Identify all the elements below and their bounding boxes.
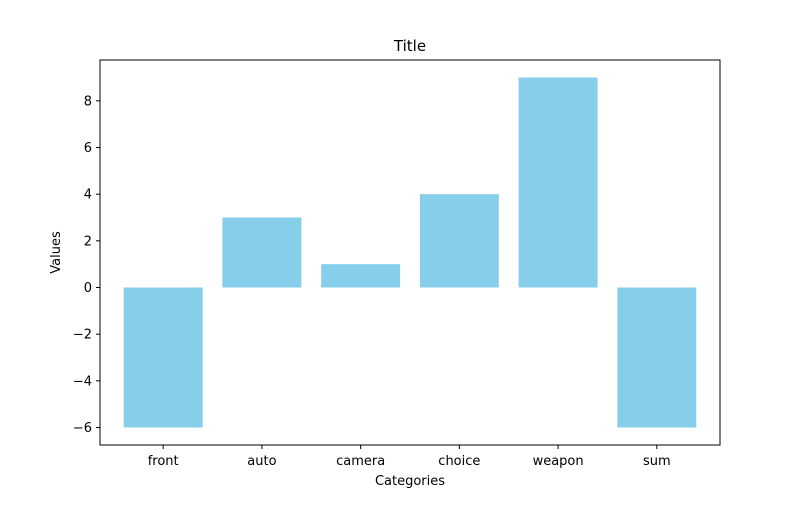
x-tick-label-front: front: [148, 454, 179, 469]
y-tick-label: −4: [73, 374, 92, 389]
bar-choice: [419, 194, 499, 288]
x-tick-label-sum: sum: [643, 454, 671, 469]
bar-front: [123, 287, 203, 428]
x-axis-label: Categories: [375, 474, 445, 489]
plot-area-frame: [99, 59, 721, 446]
y-tick-label: 4: [84, 188, 92, 203]
y-tick-label: 0: [84, 281, 92, 296]
y-tick-label: 2: [84, 234, 92, 249]
x-tick-label-auto: auto: [247, 454, 276, 469]
bar-weapon: [518, 77, 598, 288]
x-tick-label-weapon: weapon: [533, 454, 584, 469]
y-axis-label: Values: [49, 231, 64, 274]
y-axis-ticks: −6 −4 −2 0 2 4 6 8: [73, 94, 100, 436]
x-tick-label-choice: choice: [438, 454, 480, 469]
bar-camera: [321, 264, 401, 288]
x-axis-ticks: front auto camera choice weapon sum: [148, 445, 671, 469]
y-tick-label: 8: [84, 94, 92, 109]
y-tick-label: −2: [73, 328, 92, 343]
bar-sum: [617, 287, 697, 428]
bar-auto: [222, 217, 302, 288]
chart-title: Title: [393, 37, 426, 55]
bars-group: [123, 77, 697, 428]
y-tick-label: −6: [73, 421, 92, 436]
x-tick-label-camera: camera: [336, 454, 385, 469]
y-tick-label: 6: [84, 141, 92, 156]
